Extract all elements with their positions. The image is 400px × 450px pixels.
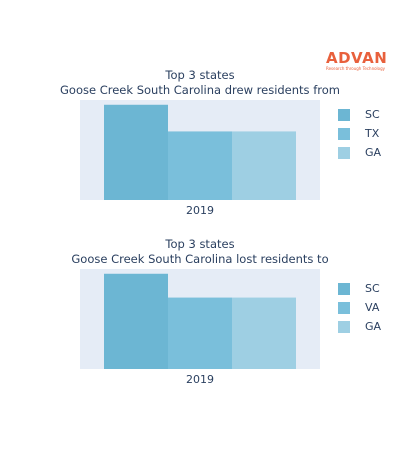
chart-subtitle: Goose Creek South Carolina drew resident…: [60, 83, 340, 97]
legend-label: GA: [365, 320, 382, 333]
chart-lost-to: Top 3 states Goose Creek South Carolina …: [0, 233, 400, 413]
bar-sc[interactable]: [104, 273, 168, 369]
legend-item-sc[interactable]: SC: [338, 282, 398, 296]
legend-swatch: [338, 128, 350, 140]
bar-plot: 2019: [80, 100, 320, 217]
logo-tagline: Research through Technology: [326, 66, 386, 71]
logo-wordmark: ADVAN: [326, 49, 388, 67]
legend-item-ga[interactable]: GA: [338, 146, 398, 160]
bar-ga[interactable]: [232, 297, 296, 369]
chart-title: Top 3 states: [165, 237, 235, 251]
legend-label: SC: [365, 282, 380, 295]
bar-va[interactable]: [168, 297, 232, 369]
legend-swatch: [338, 321, 350, 333]
x-tick-label: 2019: [186, 373, 214, 386]
legend-swatch: [338, 283, 350, 295]
legend-item-va[interactable]: VA: [338, 301, 398, 315]
legend-label: GA: [365, 146, 382, 159]
legend-swatch: [338, 302, 350, 314]
x-tick-label: 2019: [186, 204, 214, 217]
bar-plot: 2019: [80, 269, 320, 386]
legend-swatch: [338, 147, 350, 159]
chart-subtitle: Goose Creek South Carolina lost resident…: [71, 252, 329, 266]
bar-tx[interactable]: [168, 131, 232, 200]
bar-sc[interactable]: [104, 104, 168, 200]
legend-label: VA: [365, 301, 380, 314]
legend-item-tx[interactable]: TX: [338, 127, 398, 141]
legend-swatch: [338, 109, 350, 121]
legend-item-ga[interactable]: GA: [338, 320, 398, 334]
chart-drew-from: Top 3 states Goose Creek South Carolina …: [0, 64, 400, 244]
legend-label: SC: [365, 108, 380, 121]
legend-label: TX: [365, 127, 380, 140]
chart-title: Top 3 states: [165, 68, 235, 82]
legend-item-sc[interactable]: SC: [338, 108, 398, 122]
bar-ga[interactable]: [232, 131, 296, 200]
advan-logo: ADVAN Research through Technology: [326, 50, 394, 71]
